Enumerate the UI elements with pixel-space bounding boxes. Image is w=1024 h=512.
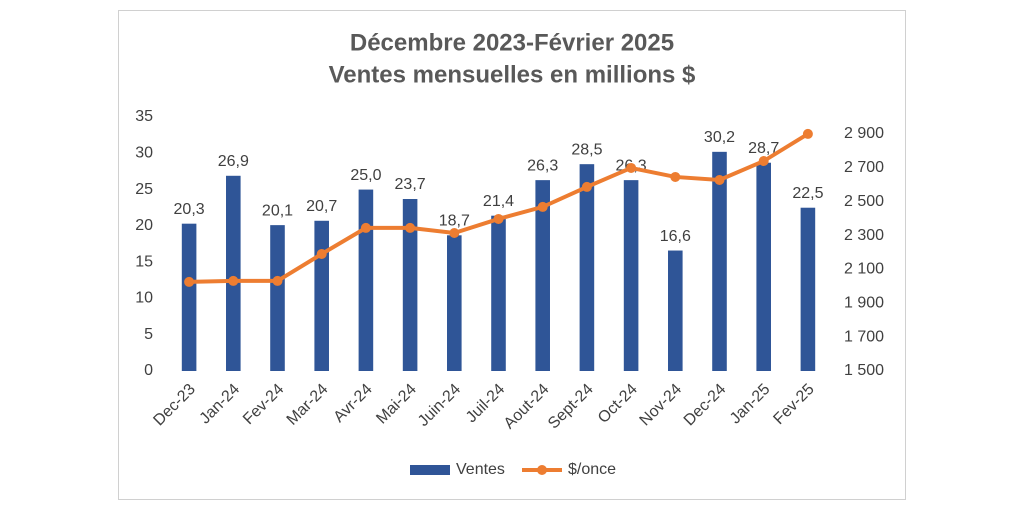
y2-tick-label: 2 300: [844, 227, 884, 244]
legend-swatch: [410, 465, 450, 475]
bar: [668, 250, 683, 371]
bar: [226, 175, 241, 371]
y-tick-label: 10: [135, 290, 153, 307]
y-tick-label: 30: [135, 145, 153, 162]
y-tick-label: 25: [135, 181, 153, 198]
bar: [579, 164, 595, 371]
data-label: 28,5: [571, 141, 602, 158]
data-label: 18,7: [439, 213, 470, 230]
y2-tick-label: 1 500: [844, 362, 884, 379]
line-point: [537, 201, 548, 212]
bar: [358, 189, 374, 371]
line-point: [184, 276, 195, 287]
bar: [402, 199, 418, 371]
line-point: [581, 181, 592, 192]
legend-label: $/once: [568, 461, 616, 478]
y2-tick-label: 2 700: [844, 159, 884, 176]
chart-subtitle: Ventes mensuelles en millions $: [329, 61, 696, 88]
line-point: [228, 275, 239, 286]
bar: [491, 215, 506, 371]
data-label: 20,7: [306, 198, 337, 215]
data-label: 25,0: [350, 167, 381, 184]
bar: [800, 207, 816, 371]
line-point: [272, 275, 283, 286]
bar: [756, 162, 771, 371]
line-point: [758, 156, 769, 167]
data-label: 28,7: [748, 140, 779, 157]
line-point: [405, 222, 416, 233]
line-point: [316, 248, 327, 259]
y2-tick-label: 2 500: [844, 193, 884, 210]
data-label: 23,7: [395, 176, 426, 193]
bar: [712, 151, 727, 371]
y-tick-label: 15: [135, 253, 153, 270]
line-point: [360, 222, 371, 233]
legend-label: Ventes: [456, 461, 505, 478]
bar: [314, 220, 329, 371]
y2-tick-label: 2 900: [844, 125, 884, 142]
line-point: [670, 171, 681, 182]
data-label: 26,9: [218, 153, 249, 170]
bar: [447, 235, 462, 371]
line-point: [802, 128, 813, 139]
y-tick-label: 35: [135, 108, 153, 125]
data-label: 20,3: [174, 201, 205, 218]
y2-tick-label: 2 100: [844, 261, 884, 278]
bar: [535, 180, 550, 371]
y2-tick-label: 1 900: [844, 294, 884, 311]
data-label: 26,3: [527, 157, 558, 174]
data-label: 22,5: [792, 185, 823, 202]
legend-swatch: [537, 465, 547, 475]
y-tick-label: 0: [144, 362, 153, 379]
y-tick-label: 20: [135, 217, 153, 234]
bar: [270, 225, 285, 371]
data-label: 20,1: [262, 202, 293, 219]
data-label: 16,6: [660, 228, 691, 245]
data-label: 21,4: [483, 193, 514, 210]
y2-tick-label: 1 700: [844, 328, 884, 345]
y-tick-label: 5: [144, 326, 153, 343]
line-point: [714, 174, 725, 185]
chart-frame: [118, 10, 906, 500]
data-label: 30,2: [704, 129, 735, 146]
line-point: [493, 213, 504, 224]
line-point: [449, 227, 460, 238]
line-point: [626, 162, 637, 173]
bar: [623, 180, 639, 371]
bar: [181, 223, 197, 371]
chart-title: Décembre 2023-Février 2025: [350, 29, 674, 56]
